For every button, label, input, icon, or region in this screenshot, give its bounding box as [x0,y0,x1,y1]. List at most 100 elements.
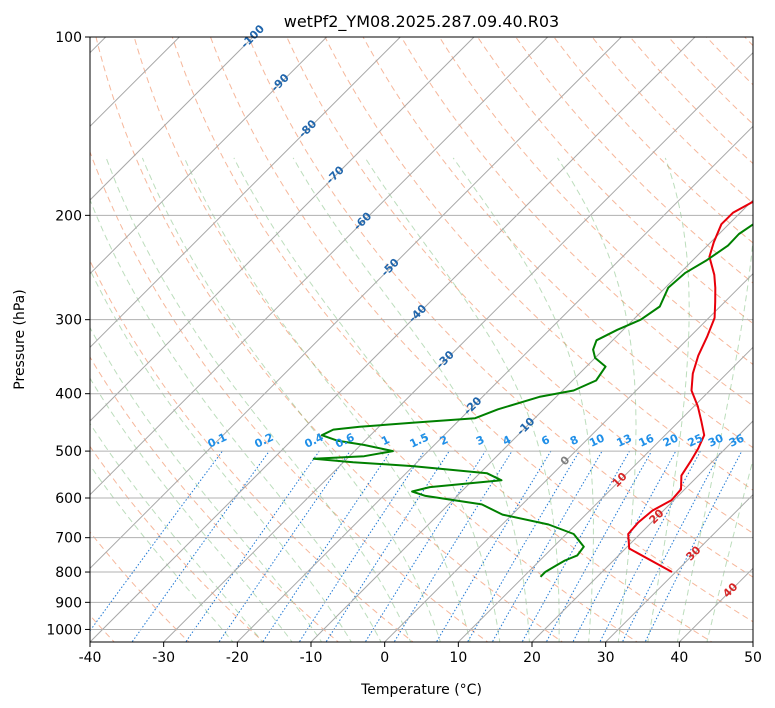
axes: -40 -30 -20 -10 0 10 20 30 40 5010020030040050060… [46,30,762,666]
x-tick-label: 20 [523,650,541,666]
chart-title: wetPf2_YM08.2025.287.09.40.R03 [284,12,559,32]
mixing-ratio-line [262,450,392,642]
mixing-ratio-label: 20 [661,431,681,449]
mixing-ratio-line [90,450,223,632]
isotherm-line [384,272,753,642]
isotherm-line [531,420,753,642]
profile-lines [312,200,753,578]
isotherm-line [236,125,753,642]
moist-adiabat-line [292,157,530,642]
x-tick-label: -10 [300,650,323,666]
isotherm-line [90,37,696,642]
mixing-ratio-line [435,450,552,642]
mixing-ratio-line [621,450,722,642]
mixing-ratio-label: 13 [615,432,634,450]
y-tick-label: 1000 [46,622,82,638]
dry-adiabat-line [90,150,489,642]
temperature-line [627,200,753,573]
mixing-ratio-label: 16 [637,431,657,449]
dry-adiabat-line [477,37,753,325]
mixing-ratio-label: 30 [706,431,726,449]
dry-adiabat-line [248,37,753,578]
x-tick-label: -40 [79,650,102,666]
moist-adiabat-line [90,198,382,642]
x-tick-label: 40 [670,650,688,666]
isotherm-label: 20 [647,506,667,526]
dry-adiabat-line [553,37,753,244]
dewpoint-line [312,223,753,578]
mixing-ratio-label: 0.2 [252,431,275,451]
plot-frame [89,36,754,643]
mixing-ratio-line [545,450,653,642]
x-tick-label: -20 [226,650,249,666]
y-tick-label: 600 [55,491,82,507]
x-tick-label: -30 [152,650,175,666]
moist-adiabat-line [90,422,264,642]
mixing-ratio-line [393,450,513,642]
background-lines [90,37,753,642]
dry-adiabat-line [591,37,753,204]
moist-adiabat-line [557,157,637,642]
mixing-ratio-label: 1.5 [408,431,431,451]
y-tick-label: 500 [55,444,82,460]
x-tick-label: 0 [380,650,389,666]
isotherm-line [90,37,622,570]
mixing-ratio-line [572,450,677,642]
isotherm-line [90,37,475,422]
moist-adiabat-line [105,157,412,642]
isotherm-line [457,346,753,642]
dry-adiabat-line [171,37,713,642]
grid-lines [90,37,753,642]
moist-adiabat-line [647,157,690,642]
dry-adiabat-line [400,37,753,407]
isotherm-label: -80 [296,117,319,140]
isotherm-line [90,37,328,275]
y-tick-label: 200 [55,208,82,224]
moist-adiabat-line [90,464,234,642]
mixing-ratio-line [466,450,580,642]
x-tick-label: 10 [449,650,467,666]
mixing-ratio-line [644,450,743,642]
dry-adiabat-line [133,37,638,642]
moist-adiabat-line [141,157,441,642]
dry-adiabat-line [324,37,753,491]
moist-adiabat-line [183,157,471,642]
x-axis-label: Temperature (°C) [360,682,482,698]
mixing-ratio-label: 25 [686,432,705,450]
isotherm-line [752,641,753,642]
x-tick-label: 50 [744,650,762,666]
dry-adiabat-line [286,37,753,534]
mixing-ratio-label: 10 [587,431,607,449]
mixing-ratio-label: 0.4 [302,431,325,451]
moist-adiabat-line [676,235,753,642]
mixing-ratio-line [218,450,351,642]
y-tick-label: 400 [55,387,82,403]
mixing-ratio-line [131,450,270,642]
moist-adiabat-line [706,457,753,642]
mixing-ratio-label: 0.6 [333,431,356,451]
isotherm-label: -90 [268,71,291,94]
mixing-ratio-line [599,450,701,642]
mixing-ratio-label: 6 [539,433,552,448]
moist-adiabat-line [452,157,594,642]
y-tick-label: 900 [55,595,82,611]
mixing-ratio-line [185,450,320,642]
moist-adiabat-line [90,268,352,642]
isotherm-line [163,51,753,642]
y-axis-label: Pressure (hPa) [12,289,28,389]
isotherm-label: -60 [351,209,374,232]
dry-adiabat-line [90,259,414,642]
dry-adiabat-line [362,37,753,449]
isotherm-line [90,37,401,349]
y-tick-label: 700 [55,531,82,547]
moist-adiabat-line [90,377,293,642]
mixing-ratio-line [364,450,486,642]
dry-adiabat-line [744,37,753,47]
moist-adiabat-line [364,157,560,642]
mixing-ratio-label: 4 [501,433,514,448]
y-tick-label: 300 [55,313,82,329]
isotherm-line [90,37,254,201]
mixing-ratio-line [491,450,603,642]
dry-adiabat-line [90,445,265,642]
